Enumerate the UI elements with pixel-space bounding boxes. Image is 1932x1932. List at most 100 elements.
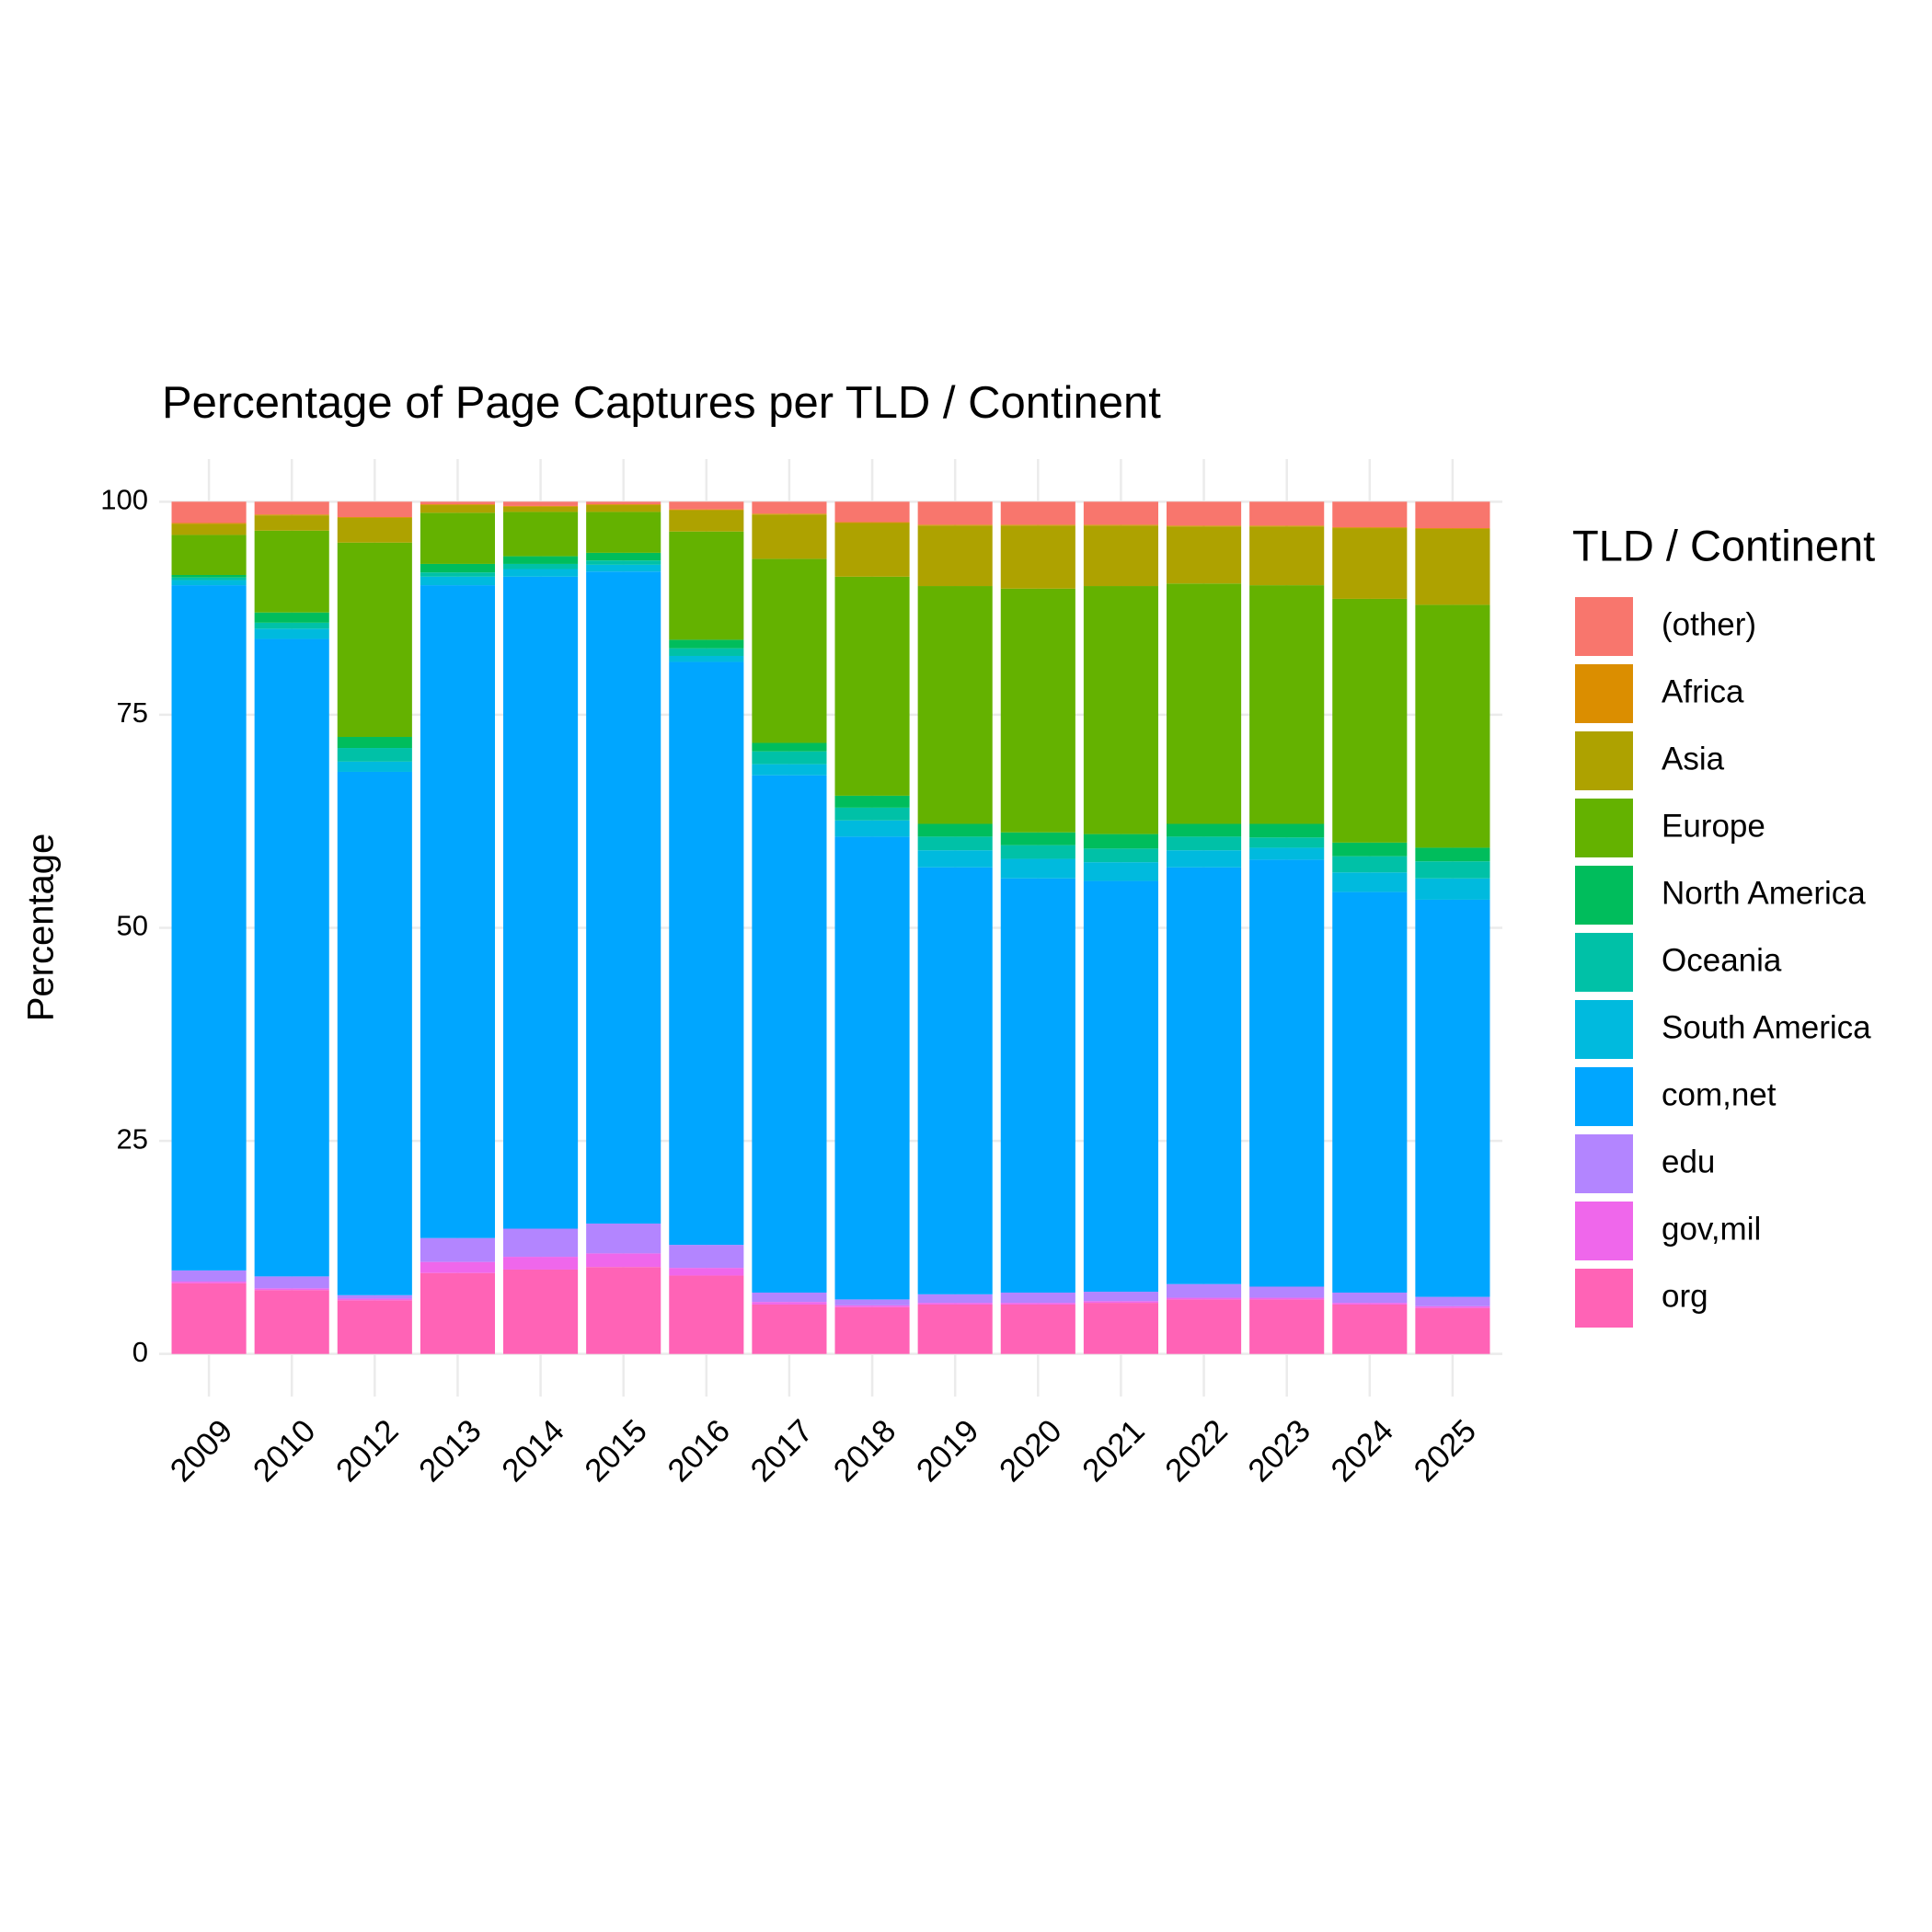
bar-segment	[1083, 524, 1158, 526]
bar-segment	[669, 509, 744, 511]
bar-segment	[171, 501, 247, 523]
bar-segment	[1083, 525, 1158, 587]
legend-key	[1573, 1065, 1635, 1128]
legend-label: edu	[1662, 1144, 1715, 1179]
bar-segment	[669, 639, 744, 649]
bar-segment	[1332, 1304, 1408, 1354]
bar-segment	[1332, 598, 1408, 843]
bar-segment	[1167, 526, 1242, 584]
bar-segment	[171, 1282, 247, 1354]
bar-segment	[752, 742, 827, 752]
bar-segment	[1249, 859, 1325, 1287]
bar-segment	[254, 1290, 329, 1354]
bar-segment	[1415, 847, 1490, 862]
bar-segment	[834, 576, 910, 796]
bar-segment	[1332, 527, 1408, 529]
bar-segment	[1083, 1301, 1158, 1304]
legend-label: org	[1662, 1278, 1708, 1314]
bar-segment	[254, 622, 329, 629]
bar-segment	[1415, 878, 1490, 900]
bar-segment	[337, 501, 412, 517]
bar-segment	[1332, 501, 1408, 528]
bar-segment	[586, 501, 661, 505]
bar-segment	[586, 560, 661, 565]
bar-segment	[337, 517, 412, 543]
bar-segment	[586, 571, 661, 1224]
bar-segment	[1083, 880, 1158, 1293]
legend-label: Africa	[1662, 673, 1744, 709]
bar-segment	[420, 512, 495, 564]
bar-segment	[834, 1305, 910, 1307]
bar-segment	[1000, 845, 1075, 859]
legend-title: TLD / Continent	[1572, 521, 1875, 569]
y-tick-label: 0	[132, 1336, 148, 1368]
bar-segment	[669, 655, 744, 662]
bar-segment	[1249, 1299, 1325, 1354]
bar-segment	[1415, 604, 1490, 848]
bar-segment	[752, 1304, 827, 1354]
bar-segment	[1000, 501, 1075, 525]
bar-segment	[420, 1272, 495, 1354]
bar-segment	[586, 512, 661, 553]
bar-segment	[1000, 525, 1075, 589]
bar-segment	[1249, 526, 1325, 586]
bar-segment	[337, 1300, 412, 1354]
bar-segment	[1332, 1303, 1408, 1305]
bar-segment	[254, 1288, 329, 1291]
bar-segment	[1249, 823, 1325, 838]
bar-segment	[1083, 501, 1158, 525]
bar-segment	[503, 512, 579, 557]
bar-segment	[834, 523, 910, 577]
bar-segment	[171, 574, 247, 578]
bar-segment	[1167, 850, 1242, 868]
bar-segment	[1415, 501, 1490, 529]
bar-segment	[917, 823, 993, 837]
bar-segment	[1000, 524, 1075, 526]
bar-segment	[917, 586, 993, 824]
bar-segment	[254, 514, 329, 516]
bar-segment	[917, 867, 993, 1294]
bar-segment	[1083, 862, 1158, 881]
bar-segment	[1249, 501, 1325, 526]
bar-segment	[254, 1276, 329, 1289]
bar-segment	[1000, 858, 1075, 879]
bar-segment	[1415, 1307, 1490, 1354]
bar-segment	[834, 1299, 910, 1305]
bar-segment	[917, 836, 993, 851]
legend-key	[1573, 730, 1635, 792]
bar-segment	[1332, 1292, 1408, 1304]
bar-segment	[917, 850, 993, 868]
legend-key	[1573, 595, 1635, 658]
bar-segment	[586, 552, 661, 561]
bar-segment	[420, 563, 495, 573]
bar-segment	[420, 576, 495, 586]
bar-segment	[1415, 1296, 1490, 1306]
bar-segment	[1249, 837, 1325, 848]
bar-segment	[1167, 501, 1242, 526]
bar-segment	[254, 628, 329, 639]
bar-segment	[1167, 836, 1242, 851]
bar-segment	[1167, 1297, 1242, 1300]
bar-segment	[1332, 872, 1408, 892]
bar-segment	[420, 504, 495, 506]
bar-segment	[171, 535, 247, 575]
bar-segment	[1332, 856, 1408, 873]
bar-segment	[586, 1267, 661, 1354]
bar-segment	[917, 525, 993, 587]
bar-segment	[917, 1304, 993, 1354]
y-tick-label: 100	[100, 484, 148, 516]
bar-segment	[171, 1281, 247, 1283]
bar-segment	[834, 807, 910, 821]
bar-segment	[669, 1245, 744, 1269]
legend-key	[1573, 1200, 1635, 1262]
bar-segment	[503, 1257, 579, 1270]
bar-segment	[1167, 525, 1242, 527]
bar-segment	[1249, 525, 1325, 527]
bar-segment	[752, 751, 827, 765]
bar-segment	[1332, 891, 1408, 1293]
bar-segment	[1249, 1297, 1325, 1300]
bar-segment	[1083, 1303, 1158, 1354]
bar-segment	[420, 1237, 495, 1262]
bar-segment	[1167, 867, 1242, 1284]
